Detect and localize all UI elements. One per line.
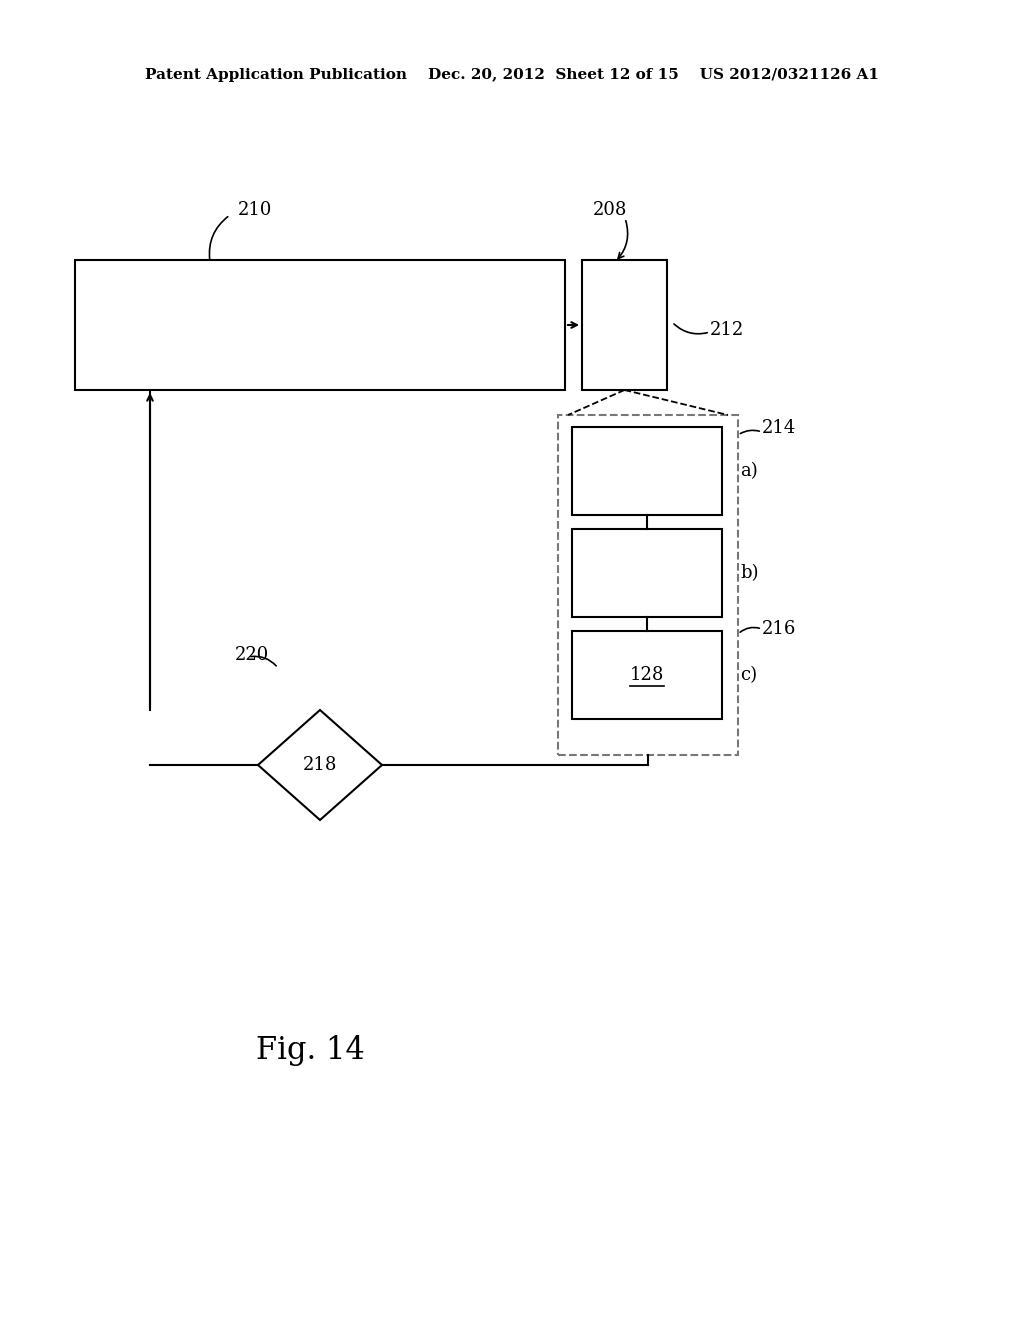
Text: 214: 214 [762,418,797,437]
Text: 212: 212 [710,321,744,339]
Bar [572,631,722,719]
Text: 220: 220 [234,645,269,664]
Text: 218: 218 [303,756,337,774]
Bar [75,260,565,389]
Polygon shape [258,710,382,820]
Text: 216: 216 [762,620,797,638]
Bar [582,260,667,389]
Text: c): c) [740,667,757,684]
Text: Patent Application Publication    Dec. 20, 2012  Sheet 12 of 15    US 2012/03211: Patent Application Publication Dec. 20, … [145,69,879,82]
Text: Fig. 14: Fig. 14 [256,1035,365,1065]
Bar [572,529,722,616]
Bar [558,414,738,755]
Bar [572,426,722,515]
Text: 208: 208 [593,201,627,219]
Text: 128: 128 [630,667,665,684]
Text: b): b) [740,564,759,582]
Text: 210: 210 [238,201,272,219]
Text: a): a) [740,462,758,480]
